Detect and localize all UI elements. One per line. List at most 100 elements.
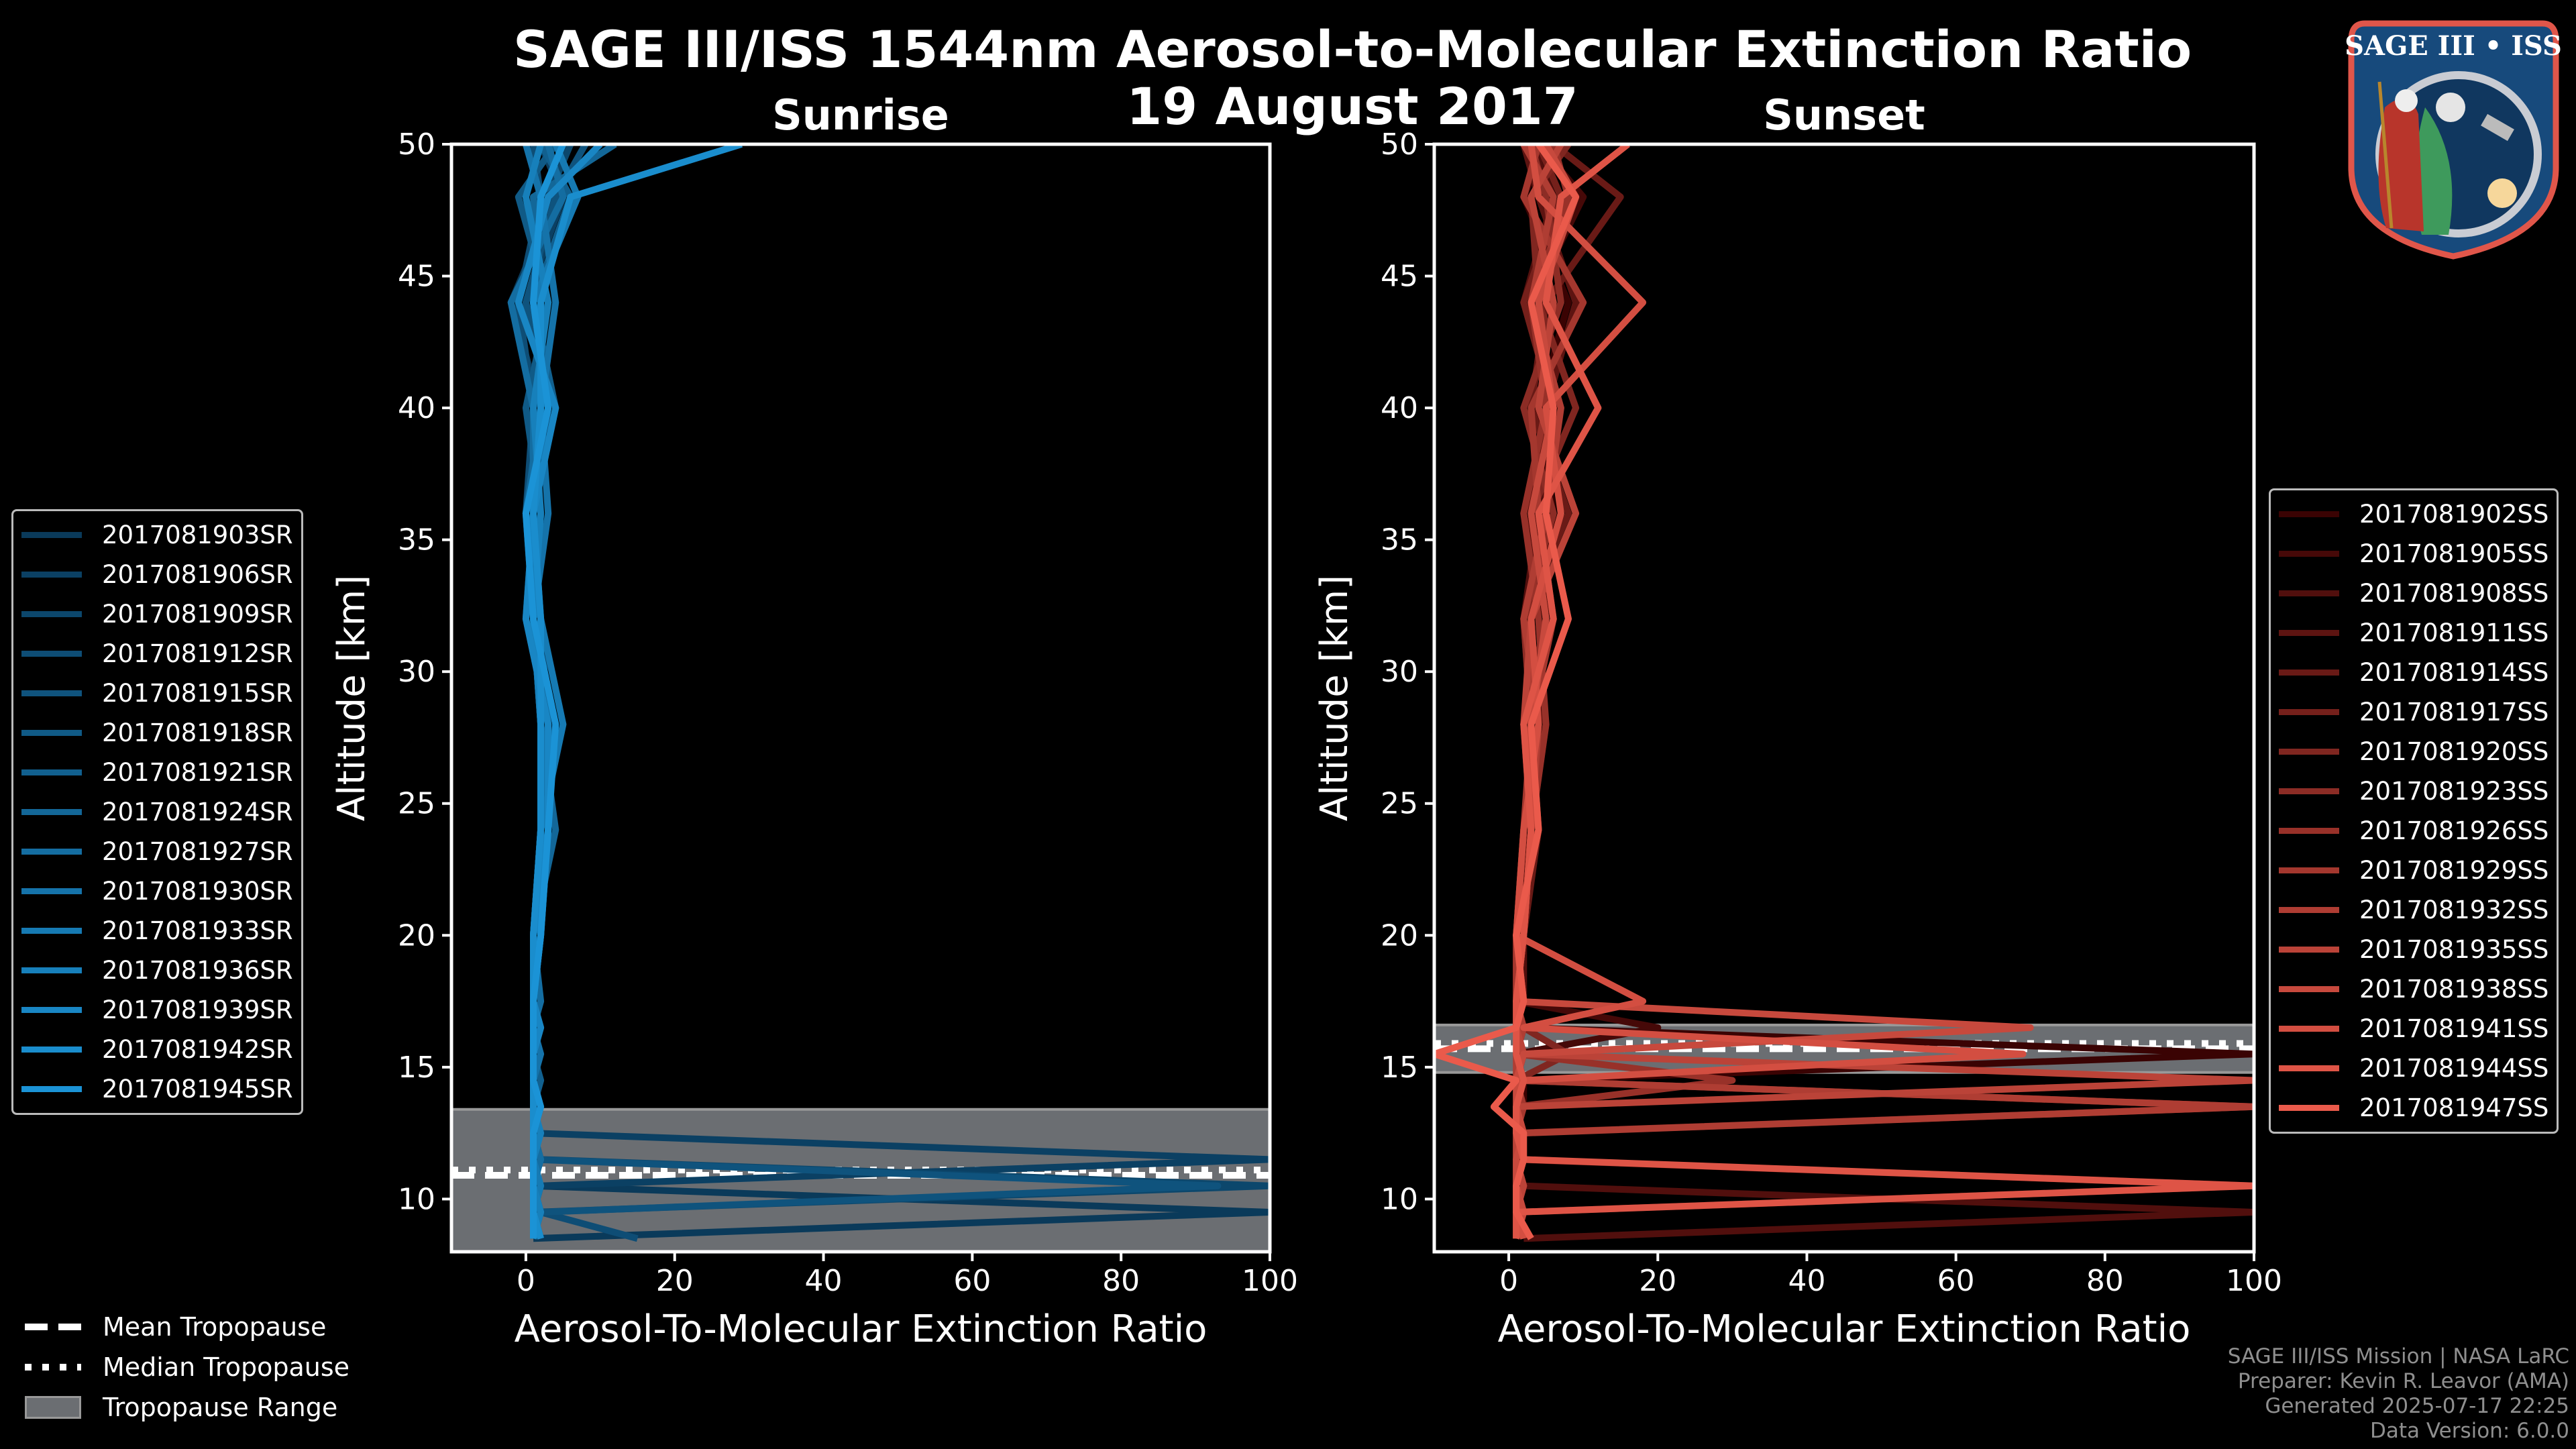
- x-tick-label: 100: [1242, 1264, 1298, 1298]
- legend-swatch: [21, 1007, 82, 1013]
- profile-line-2017081947SS: [1434, 144, 1580, 1240]
- legend-swatch: [2279, 749, 2339, 755]
- legend-item: 2017081942SR: [21, 1030, 293, 1069]
- x-tick-label: 60: [1937, 1264, 1975, 1298]
- y-tick-label: 45: [398, 260, 435, 294]
- sunrise-panel: 0 20 40 60 80 100 10 15 20 25 30 35 40 45 50 Sunrise Aer…: [330, 91, 1298, 1351]
- legend-item: 2017081938SS: [2279, 969, 2548, 1009]
- axes-frame: [449, 142, 1272, 1254]
- y-tick-label: 40: [398, 391, 435, 425]
- legend-item: 2017081903SR: [21, 515, 293, 555]
- legend-swatch: [2279, 907, 2339, 913]
- legend-item: 2017081920SS: [2279, 732, 2548, 771]
- legend-label: 2017081911SS: [2359, 619, 2549, 647]
- y-tick-label: 25: [398, 787, 435, 821]
- y-tick-label: 10: [398, 1182, 435, 1216]
- legend-label: Mean Tropopause: [103, 1312, 327, 1342]
- legend-label: 2017081912SR: [102, 639, 293, 668]
- sunrise-plot-area: [451, 144, 1270, 1252]
- legend-label: 2017081933SR: [102, 916, 293, 945]
- legend-label: 2017081914SS: [2359, 658, 2549, 687]
- footer-version: Data Version: 6.0.0: [2369, 1419, 2569, 1443]
- legend-label: 2017081903SR: [102, 521, 293, 549]
- sunrise-panel-title: Sunrise: [772, 91, 949, 140]
- legend-swatch: [2279, 1026, 2339, 1032]
- y-tick-label: 50: [1381, 127, 1418, 162]
- legend-label: 2017081906SR: [102, 560, 293, 589]
- y-tick-label: 50: [398, 127, 435, 162]
- legend-item: 2017081918SR: [21, 713, 293, 753]
- legend-label: 2017081942SR: [102, 1035, 293, 1064]
- legend-swatch: [21, 611, 82, 617]
- legend-item: 2017081921SR: [21, 753, 293, 792]
- figure-subtitle: 19 August 2017: [1126, 76, 1578, 136]
- gray-box-icon: [25, 1396, 81, 1419]
- legend-swatch: [21, 1086, 82, 1092]
- sunset-panel: 0 20 40 60 80 100 10 15 20 25 30 35 40 45 50 Sunset Aero…: [1313, 91, 2282, 1351]
- y-tick-label: 20: [1381, 918, 1418, 953]
- legend-label: 2017081923SS: [2359, 777, 2549, 806]
- legend-swatch: [2279, 947, 2339, 953]
- figure-title: SAGE III/ISS 1544nm Aerosol-to-Molecular…: [513, 19, 2192, 79]
- legend-swatch: [21, 730, 82, 736]
- legend-swatch: [2279, 788, 2339, 794]
- legend-label: 2017081936SR: [102, 956, 293, 985]
- legend-item: 2017081917SS: [2279, 692, 2548, 732]
- legend-label: 2017081920SS: [2359, 737, 2549, 766]
- logo-title: SAGE III • ISS: [2345, 30, 2562, 62]
- x-tick-label: 40: [805, 1264, 843, 1298]
- legend-swatch: [21, 572, 82, 578]
- legend-label: 2017081938SS: [2359, 975, 2549, 1004]
- sunrise-legend: 2017081903SR 2017081906SR 2017081909SR 2017…: [11, 509, 303, 1115]
- legend-swatch: [2279, 709, 2339, 715]
- profile-line-2017081906SR: [522, 144, 1270, 1239]
- footer-mission: SAGE III/ISS Mission | NASA LaRC: [2227, 1344, 2569, 1368]
- legend-label: 2017081947SS: [2359, 1093, 2549, 1122]
- legend-swatch: [2279, 828, 2339, 834]
- legend-item: 2017081924SR: [21, 792, 293, 832]
- legend-item: 2017081915SR: [21, 674, 293, 713]
- sunset-panel-title: Sunset: [1763, 91, 1925, 140]
- legend-swatch: [21, 769, 82, 775]
- legend-item: 2017081932SS: [2279, 890, 2548, 930]
- legend-median-tropopause: Median Tropopause: [25, 1347, 350, 1387]
- y-tick-label: 40: [1381, 391, 1418, 425]
- footer-preparer: Preparer: Kevin R. Leavor (AMA): [2237, 1369, 2569, 1393]
- legend-label: 2017081929SS: [2359, 856, 2549, 885]
- legend-swatch: [21, 690, 82, 696]
- legend-swatch: [2279, 986, 2339, 992]
- legend-item: 2017081914SS: [2279, 653, 2548, 692]
- legend-label: 2017081926SS: [2359, 816, 2549, 845]
- legend-item: 2017081905SS: [2279, 534, 2548, 574]
- x-tick-label: 80: [2086, 1264, 2124, 1298]
- legend-label: 2017081915SR: [102, 679, 293, 708]
- legend-item: 2017081929SS: [2279, 851, 2548, 890]
- legend-swatch: [21, 888, 82, 894]
- legend-swatch: [2279, 590, 2339, 596]
- y-tick-label: 35: [398, 523, 435, 557]
- y-tick-label: 30: [398, 655, 435, 689]
- legend-item: 2017081923SS: [2279, 771, 2548, 811]
- legend-label: 2017081908SS: [2359, 579, 2549, 608]
- y-axis-label: Altitude [km]: [1313, 575, 1356, 821]
- x-axis-label: Aerosol-To-Molecular Extinction Ratio: [1498, 1307, 2191, 1351]
- dashed-line-icon: [25, 1324, 81, 1330]
- legend-swatch: [21, 532, 82, 538]
- legend-swatch: [2279, 867, 2339, 873]
- legend-swatch: [2279, 551, 2339, 557]
- y-tick-label: 25: [1381, 787, 1418, 821]
- legend-label: 2017081932SS: [2359, 896, 2549, 924]
- y-axis-label: Altitude [km]: [330, 575, 374, 821]
- legend-label: 2017081941SS: [2359, 1014, 2549, 1043]
- legend-label: 2017081939SR: [102, 996, 293, 1024]
- legend-item: 2017081945SR: [21, 1069, 293, 1109]
- tropopause-legend: Mean Tropopause Median Tropopause Tropop…: [25, 1307, 350, 1428]
- legend-item: 2017081912SR: [21, 634, 293, 674]
- axes-frame: [1432, 142, 2256, 1254]
- sunset-plot-area: [1434, 144, 2254, 1242]
- y-tick-label: 30: [1381, 655, 1418, 689]
- profile-line-2017081909SR: [530, 144, 1270, 1240]
- legend-label: 2017081921SR: [102, 758, 293, 787]
- dotted-line-icon: [25, 1364, 81, 1371]
- legend-label: 2017081924SR: [102, 798, 293, 826]
